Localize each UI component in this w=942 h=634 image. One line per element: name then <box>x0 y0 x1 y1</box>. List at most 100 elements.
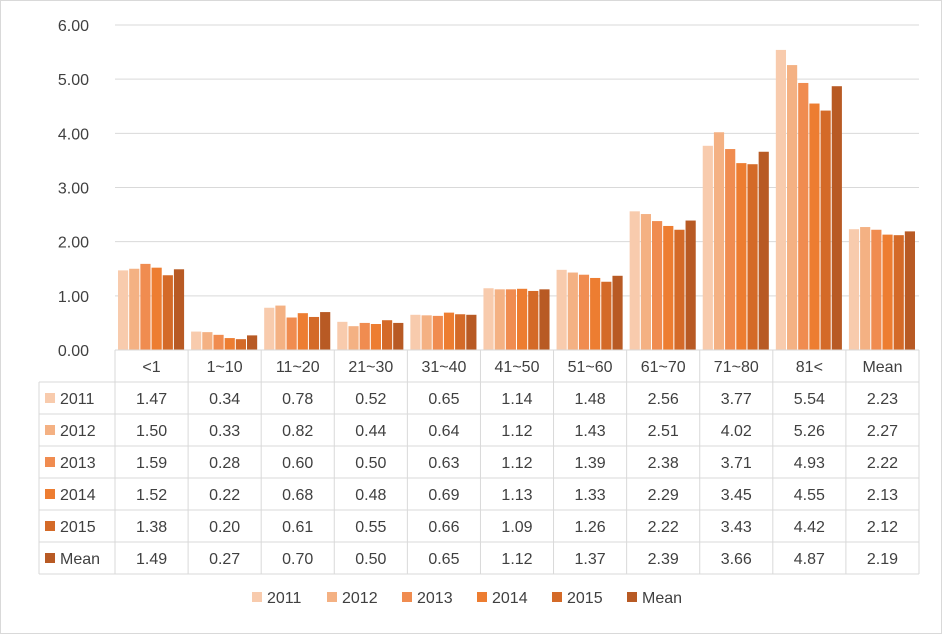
bar <box>787 65 798 350</box>
data-table-value: 2.19 <box>867 551 898 568</box>
bar <box>590 277 601 350</box>
data-table-value: 0.28 <box>209 455 240 472</box>
data-table-value: 1.47 <box>136 391 167 408</box>
category-label: 51~60 <box>568 359 613 376</box>
row-series-name: 2015 <box>60 519 96 536</box>
data-table-value: 0.50 <box>355 455 386 472</box>
data-table-value: 0.69 <box>428 487 459 504</box>
data-table-value: 0.65 <box>428 551 459 568</box>
y-tick-label: 2.00 <box>58 235 89 252</box>
legend: 2011 2012 2013 2014 2015 Mean <box>252 590 682 607</box>
data-table-value: 2.56 <box>648 391 679 408</box>
bar <box>601 281 612 350</box>
bar <box>140 263 151 351</box>
data-table-value: 2.13 <box>867 487 898 504</box>
row-series-name: 2012 <box>60 423 96 440</box>
data-table-value: 2.23 <box>867 391 898 408</box>
bar <box>118 270 129 351</box>
bar <box>505 289 516 350</box>
category-label: Mean <box>862 359 902 376</box>
bar <box>224 338 235 350</box>
bar <box>640 214 651 350</box>
bar <box>151 267 162 350</box>
y-tick-label: 3.00 <box>58 181 89 198</box>
legend-label: 2014 <box>492 590 528 607</box>
data-table-value: 0.44 <box>355 423 386 440</box>
data-table-value: 3.71 <box>721 455 752 472</box>
data-table-value: 2.39 <box>648 551 679 568</box>
bar <box>382 320 393 350</box>
data-table-value: 2.38 <box>648 455 679 472</box>
bar <box>702 145 713 350</box>
legend-label: Mean <box>642 590 682 607</box>
y-tick-label: 4.00 <box>58 126 89 143</box>
bar <box>483 288 494 350</box>
row-series-name: 2014 <box>60 487 96 504</box>
bar <box>337 321 348 350</box>
row-series-name: 2011 <box>60 391 95 408</box>
row-legend-key <box>45 489 55 499</box>
bar <box>674 229 685 350</box>
data-table-value: 4.42 <box>794 519 825 536</box>
data-table-value: 0.55 <box>355 519 386 536</box>
bar <box>320 312 331 350</box>
bar <box>528 290 539 350</box>
data-table-value: 2.12 <box>867 519 898 536</box>
bars <box>118 49 915 351</box>
bar <box>455 314 466 350</box>
legend-label: 2011 <box>267 590 302 607</box>
bar <box>370 324 381 350</box>
legend-key <box>252 592 262 602</box>
legend-label: 2012 <box>342 590 378 607</box>
bar <box>747 164 758 350</box>
bar <box>578 274 590 350</box>
data-table-value: 1.50 <box>136 423 167 440</box>
y-axis-ticks: 0.00 1.00 2.00 3.00 4.00 5.00 6.00 <box>58 18 89 360</box>
bar <box>820 110 831 350</box>
data-table-value: 0.60 <box>282 455 313 472</box>
data-table-value: 1.12 <box>501 455 532 472</box>
data-table-value: 0.70 <box>282 551 313 568</box>
bar <box>275 305 286 350</box>
data-table-value: 4.55 <box>794 487 825 504</box>
category-label: 21~30 <box>348 359 393 376</box>
data-table-value: 1.12 <box>501 551 532 568</box>
data-table-value: 0.50 <box>355 551 386 568</box>
bar <box>235 339 246 350</box>
y-tick-label: 1.00 <box>58 289 89 306</box>
legend-key <box>477 592 487 602</box>
data-table-value: 1.48 <box>575 391 606 408</box>
bar <box>871 229 882 350</box>
legend-label: 2015 <box>567 590 603 607</box>
y-tick-label: 0.00 <box>58 343 89 360</box>
data-table-value: 4.02 <box>721 423 752 440</box>
bar <box>348 326 359 350</box>
data-table-value: 2.51 <box>648 423 679 440</box>
bar <box>567 272 578 350</box>
bar <box>213 334 224 350</box>
bar <box>882 234 893 351</box>
bar <box>736 163 747 350</box>
bar <box>612 275 623 350</box>
data-table-value: 3.77 <box>721 391 752 408</box>
data-table-value: 0.22 <box>209 487 240 504</box>
bar <box>860 227 871 350</box>
bar <box>904 231 915 351</box>
data-table-value: 0.61 <box>282 519 313 536</box>
data-table-value: 2.22 <box>867 455 898 472</box>
bar <box>893 235 904 350</box>
legend-key <box>327 592 337 602</box>
data-table-value: 1.33 <box>575 487 606 504</box>
bar <box>129 268 140 350</box>
bar <box>359 322 370 350</box>
bar <box>663 225 674 350</box>
category-label: 61~70 <box>641 359 686 376</box>
data-table-value: 0.63 <box>428 455 459 472</box>
bar <box>809 103 820 350</box>
bar <box>393 322 404 350</box>
data-table-value: 1.38 <box>136 519 167 536</box>
data-table-value: 4.87 <box>794 551 825 568</box>
category-label: 31~40 <box>421 359 466 376</box>
bar <box>798 82 809 351</box>
